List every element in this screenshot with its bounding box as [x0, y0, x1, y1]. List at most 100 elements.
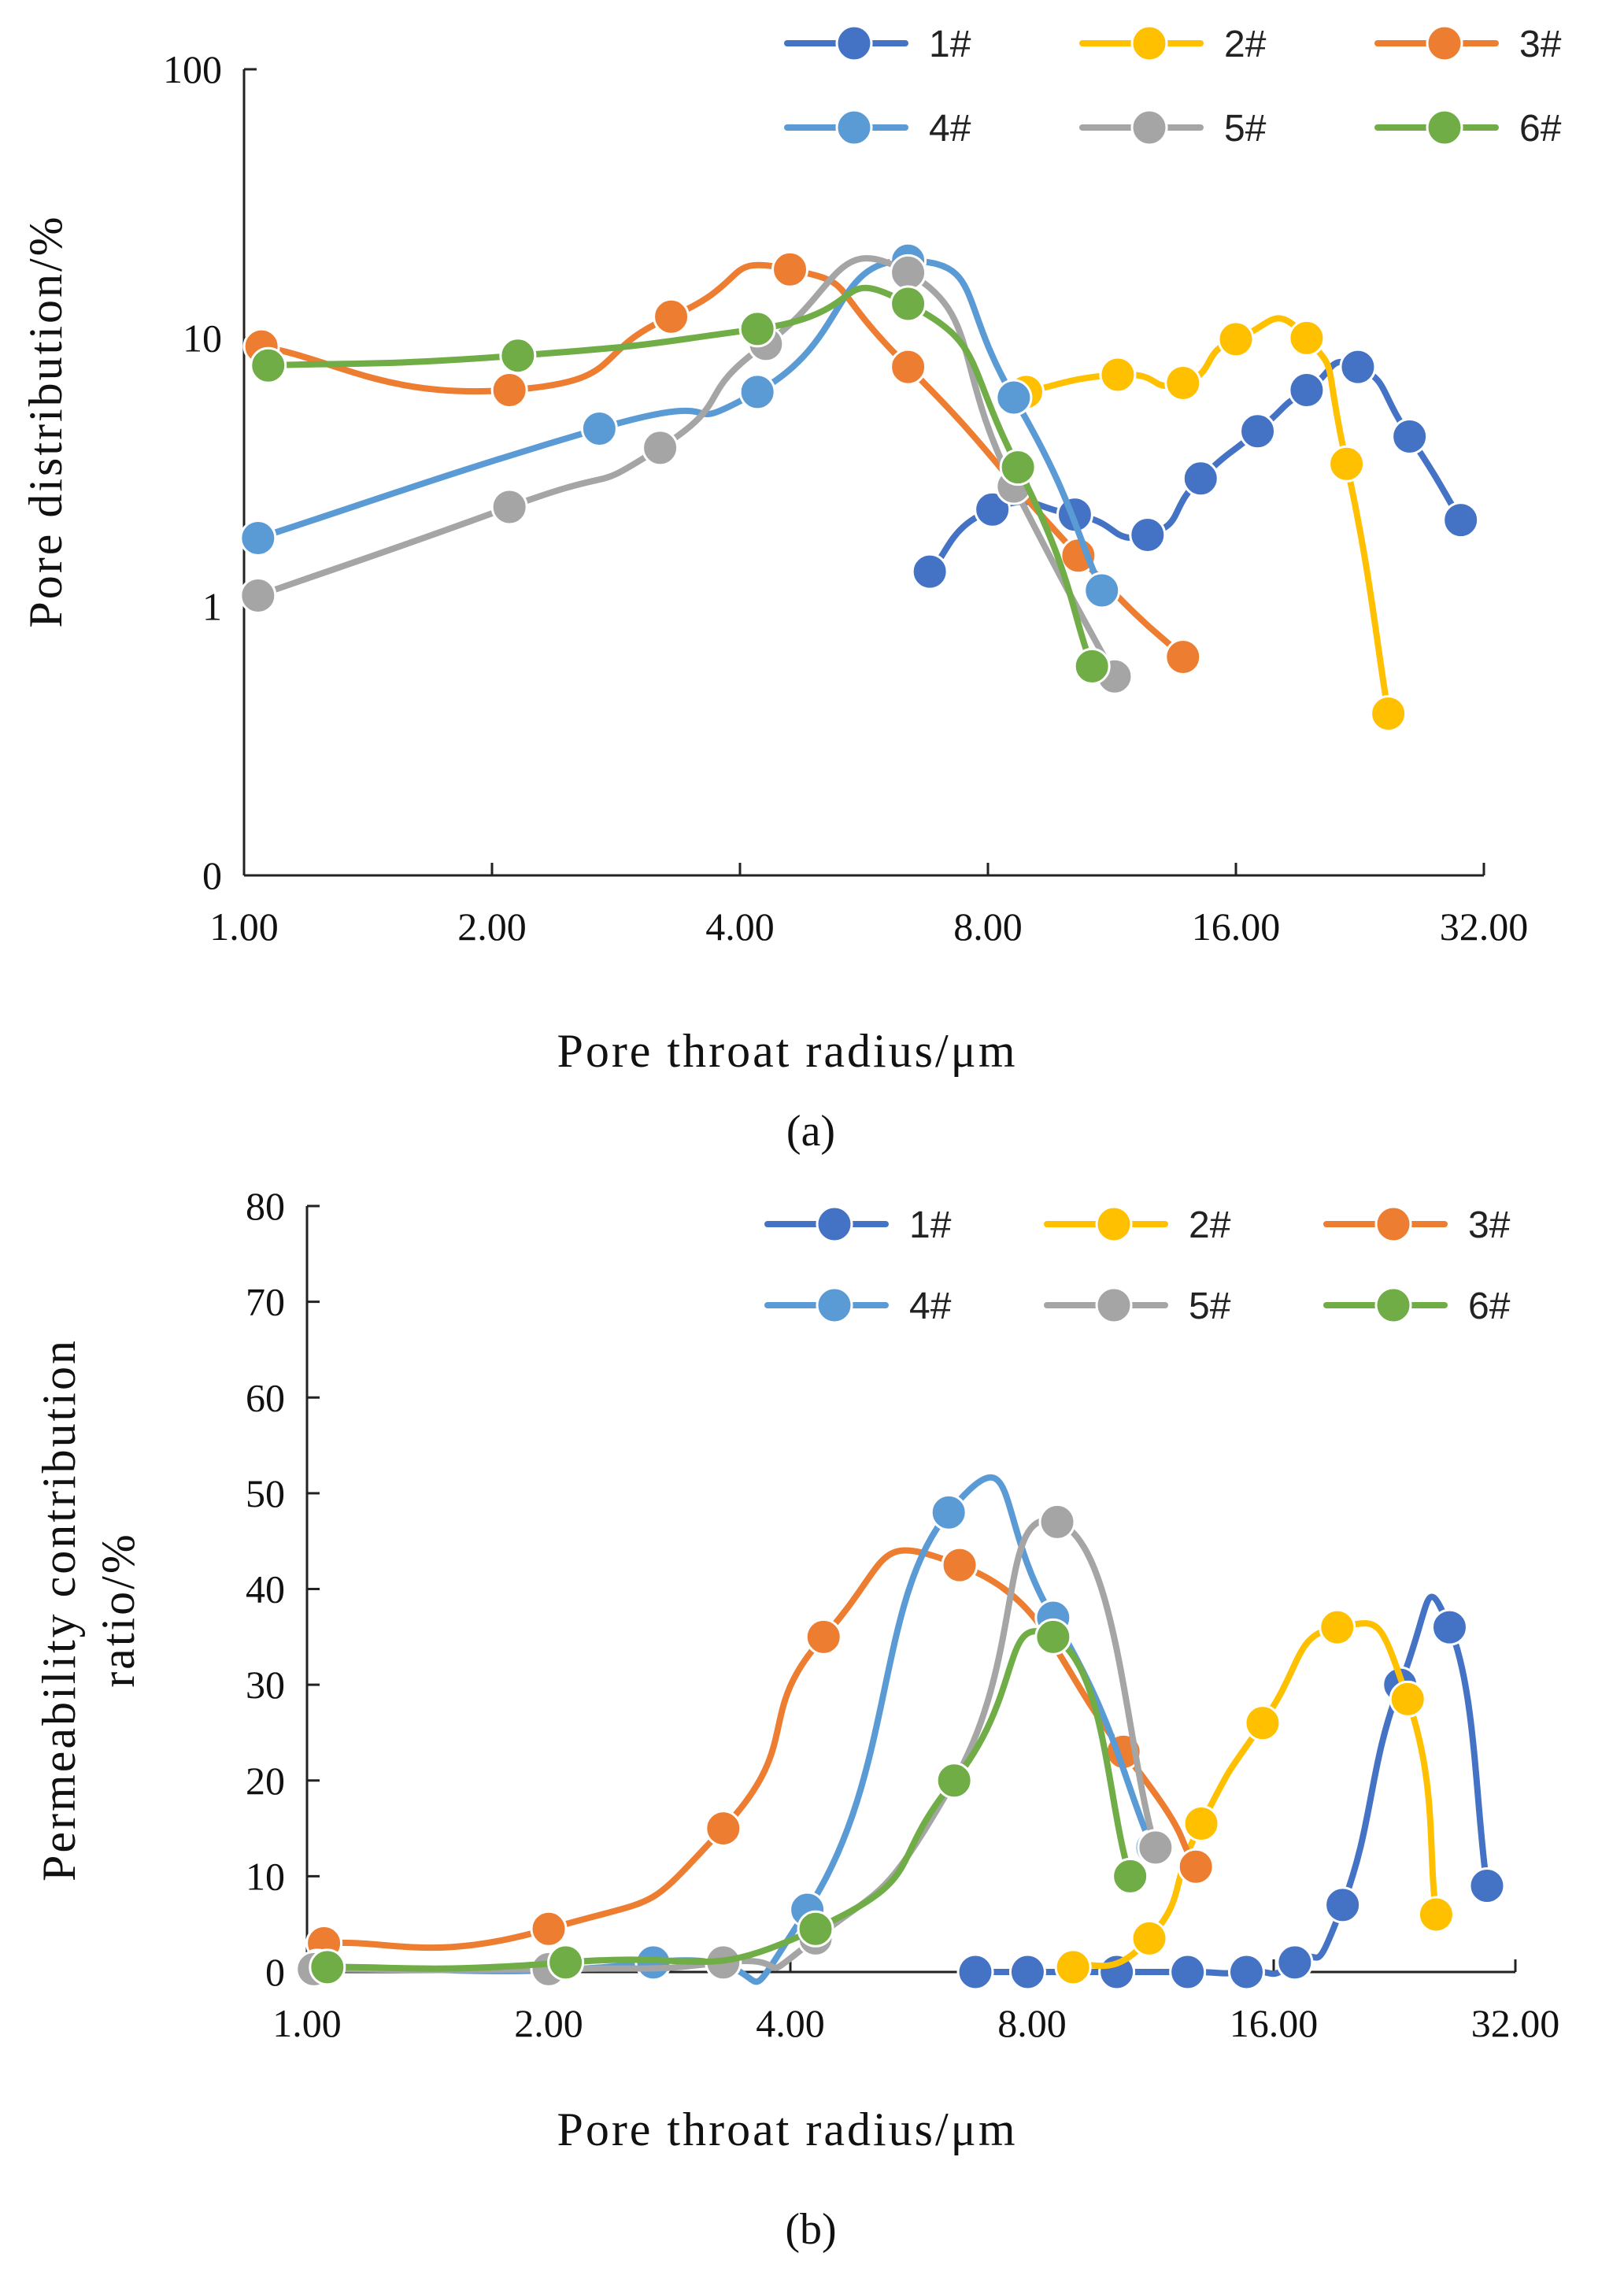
- legend-swatch-marker: [1095, 1286, 1133, 1324]
- legend-swatch-marker: [1374, 1205, 1412, 1243]
- panel-b-y-tick-label: 50: [246, 1471, 285, 1515]
- data-point: [1324, 1886, 1362, 1924]
- data-point: [1276, 1944, 1314, 1981]
- panel-a-axes: 1.00 2.00 4.00 8.00 16.00 32.00 0 1 10 100: [163, 47, 1528, 949]
- data-point: [1129, 516, 1167, 553]
- panel-b-x-tick-label: 8.00: [997, 2001, 1067, 2045]
- panel-b-y-tick-label: 70: [246, 1280, 285, 1324]
- data-point: [1182, 1804, 1220, 1842]
- legend-label: 3#: [1468, 1204, 1511, 1246]
- data-point: [1169, 1953, 1207, 1991]
- data-point: [1239, 413, 1277, 450]
- panel-a-x-axis-title: Pore throat radius/μm: [557, 1025, 1017, 1077]
- legend-swatch-marker: [835, 109, 873, 146]
- panel-a-legend-item-6: 6#: [1374, 108, 1562, 150]
- data-point: [1008, 1953, 1046, 1991]
- data-point: [1099, 356, 1137, 394]
- data-point: [580, 409, 618, 447]
- series-line: [310, 1517, 1159, 1974]
- data-point: [499, 337, 537, 375]
- legend-label: 4#: [929, 108, 971, 150]
- data-point: [771, 250, 809, 288]
- data-point: [1288, 319, 1326, 357]
- legend-swatch-marker: [835, 24, 873, 62]
- data-point: [890, 253, 927, 291]
- data-point: [490, 371, 528, 409]
- data-point: [309, 1948, 346, 1986]
- data-point: [1328, 445, 1366, 483]
- data-point: [1034, 1618, 1072, 1656]
- panel-a-legend-item-4: 4#: [784, 108, 971, 150]
- data-point: [1130, 1919, 1168, 1957]
- series-line: [314, 1474, 1156, 1985]
- panel-b-series-5: [295, 1503, 1175, 1988]
- data-point: [974, 490, 1012, 528]
- panel-b-series-6: [309, 1618, 1149, 1986]
- data-point: [1164, 638, 1202, 676]
- legend-swatch-marker: [1374, 1286, 1412, 1324]
- data-point: [1391, 417, 1429, 455]
- legend-swatch-marker: [1095, 1205, 1133, 1243]
- panel-b-x-axis-title: Pore throat radius/μm: [557, 2103, 1017, 2155]
- data-point: [1217, 320, 1255, 358]
- panel-b-y-tick-label: 60: [246, 1375, 285, 1419]
- data-point: [1339, 348, 1377, 386]
- panel-a-x-tick-label: 1.00: [209, 905, 279, 949]
- panel-a-label: (a): [786, 1107, 835, 1156]
- panel-a-legend: 1# 2# 3# 4# 5# 6#: [784, 24, 1562, 150]
- data-point: [239, 520, 277, 557]
- data-point: [890, 348, 927, 386]
- legend-label: 1#: [909, 1204, 952, 1246]
- panel-a-x-tick-label: 2.00: [457, 905, 527, 949]
- panel-a-legend-item-3: 3#: [1374, 24, 1562, 65]
- data-point: [738, 373, 776, 411]
- data-point: [1137, 1829, 1175, 1866]
- data-point: [890, 285, 927, 323]
- panel-b-series-1: [956, 1593, 1506, 1991]
- panel-a-legend-item-2: 2#: [1079, 24, 1267, 65]
- data-point: [999, 449, 1037, 487]
- panel-b-y-axis-title-line-1: Permeability contribution: [33, 1338, 85, 1881]
- panel-b-series: [295, 1474, 1506, 1991]
- data-point: [547, 1944, 585, 1981]
- data-point: [995, 379, 1033, 416]
- panel-a-y-tick-label: 10: [183, 316, 222, 360]
- panel-a-x-tick-label: 4.00: [705, 905, 775, 949]
- data-point: [1164, 364, 1202, 402]
- panel-b-legend-item-5: 5#: [1044, 1286, 1231, 1327]
- series-line: [265, 284, 1096, 670]
- data-point: [1417, 1896, 1455, 1933]
- panel-a-series-3: [242, 250, 1202, 676]
- panel-a-y-tick-label: 1: [202, 585, 222, 629]
- data-point: [1112, 1857, 1149, 1895]
- panel-a-x-tick-label: 8.00: [953, 905, 1023, 949]
- data-point: [930, 1493, 967, 1531]
- panel-b-x-tick-label: 2.00: [514, 2001, 583, 2045]
- panel-b-y-tick-label: 20: [246, 1759, 285, 1803]
- data-point: [1389, 1680, 1426, 1718]
- panel-b-legend: 1# 2# 3# 4# 5# 6#: [764, 1204, 1511, 1327]
- panel-a-legend-item-1: 1#: [784, 24, 971, 65]
- legend-swatch-marker: [1426, 109, 1463, 146]
- data-point: [530, 1910, 568, 1948]
- data-point: [738, 310, 776, 348]
- data-point: [1468, 1867, 1506, 1905]
- series-line: [324, 1628, 1134, 1972]
- legend-swatch-marker: [1130, 109, 1168, 146]
- legend-label: 1#: [929, 24, 971, 65]
- panel-b-label: (b): [785, 2205, 836, 2254]
- data-point: [1244, 1704, 1282, 1742]
- panel-a-series: [239, 242, 1480, 732]
- data-point: [1288, 371, 1326, 409]
- panel-a-legend-item-5: 5#: [1079, 108, 1267, 150]
- data-point: [1054, 1948, 1092, 1986]
- legend-swatch-marker: [816, 1286, 853, 1324]
- panel-b-x-tick-label: 16.00: [1230, 2001, 1319, 2045]
- data-point: [1442, 501, 1480, 539]
- data-point: [956, 1953, 994, 1991]
- panel-b-legend-item-4: 4#: [764, 1286, 952, 1327]
- panel-b-legend-item-1: 1#: [764, 1204, 952, 1246]
- series-line: [1070, 1620, 1440, 1970]
- panel-a-x-tick-label: 32.00: [1440, 905, 1529, 949]
- data-point: [1073, 647, 1111, 685]
